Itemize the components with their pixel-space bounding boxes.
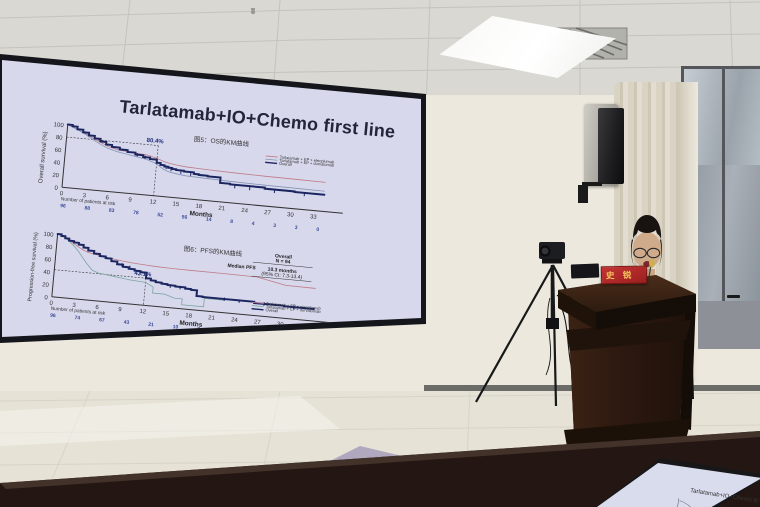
svg-text:Median PFS: Median PFS [227,263,256,272]
svg-text:图6：PFS的KM曲线: 图6：PFS的KM曲线 [183,244,243,258]
svg-text:12: 12 [149,199,157,206]
svg-text:18: 18 [185,313,193,320]
svg-text:18: 18 [195,204,203,211]
svg-text:0: 0 [54,186,59,192]
svg-text:Progression-free survival (%): Progression-free survival (%) [27,232,39,302]
svg-text:40: 40 [43,270,51,277]
svg-text:15: 15 [172,202,180,209]
svg-text:图5：OS的KM曲线: 图5：OS的KM曲线 [194,134,250,148]
svg-text:30: 30 [287,212,295,219]
svg-text:100: 100 [53,122,64,129]
svg-text:33: 33 [310,214,318,221]
svg-text:21: 21 [208,315,216,322]
svg-text:20: 20 [42,282,50,289]
svg-text:Overall: Overall [265,307,278,313]
svg-text:21: 21 [218,206,226,213]
svg-text:27: 27 [254,320,262,327]
svg-text:80: 80 [45,245,53,252]
svg-text:9: 9 [128,197,133,203]
svg-text:0: 0 [44,295,49,301]
svg-text:Overall survival (%): Overall survival (%) [38,131,49,183]
svg-text:20: 20 [52,173,60,180]
svg-text:24: 24 [231,317,239,324]
svg-text:60: 60 [54,148,62,155]
svg-text:100: 100 [43,232,54,239]
svg-text:80.4%: 80.4% [146,138,164,146]
svg-text:80: 80 [56,135,64,142]
svg-text:40: 40 [53,160,61,167]
svg-text:Overall: Overall [279,161,292,167]
svg-text:27: 27 [264,210,272,217]
svg-text:15: 15 [162,311,170,318]
svg-text:60: 60 [44,257,52,264]
svg-text:12: 12 [139,309,147,316]
svg-text:9: 9 [118,307,123,313]
svg-text:24: 24 [241,208,249,215]
